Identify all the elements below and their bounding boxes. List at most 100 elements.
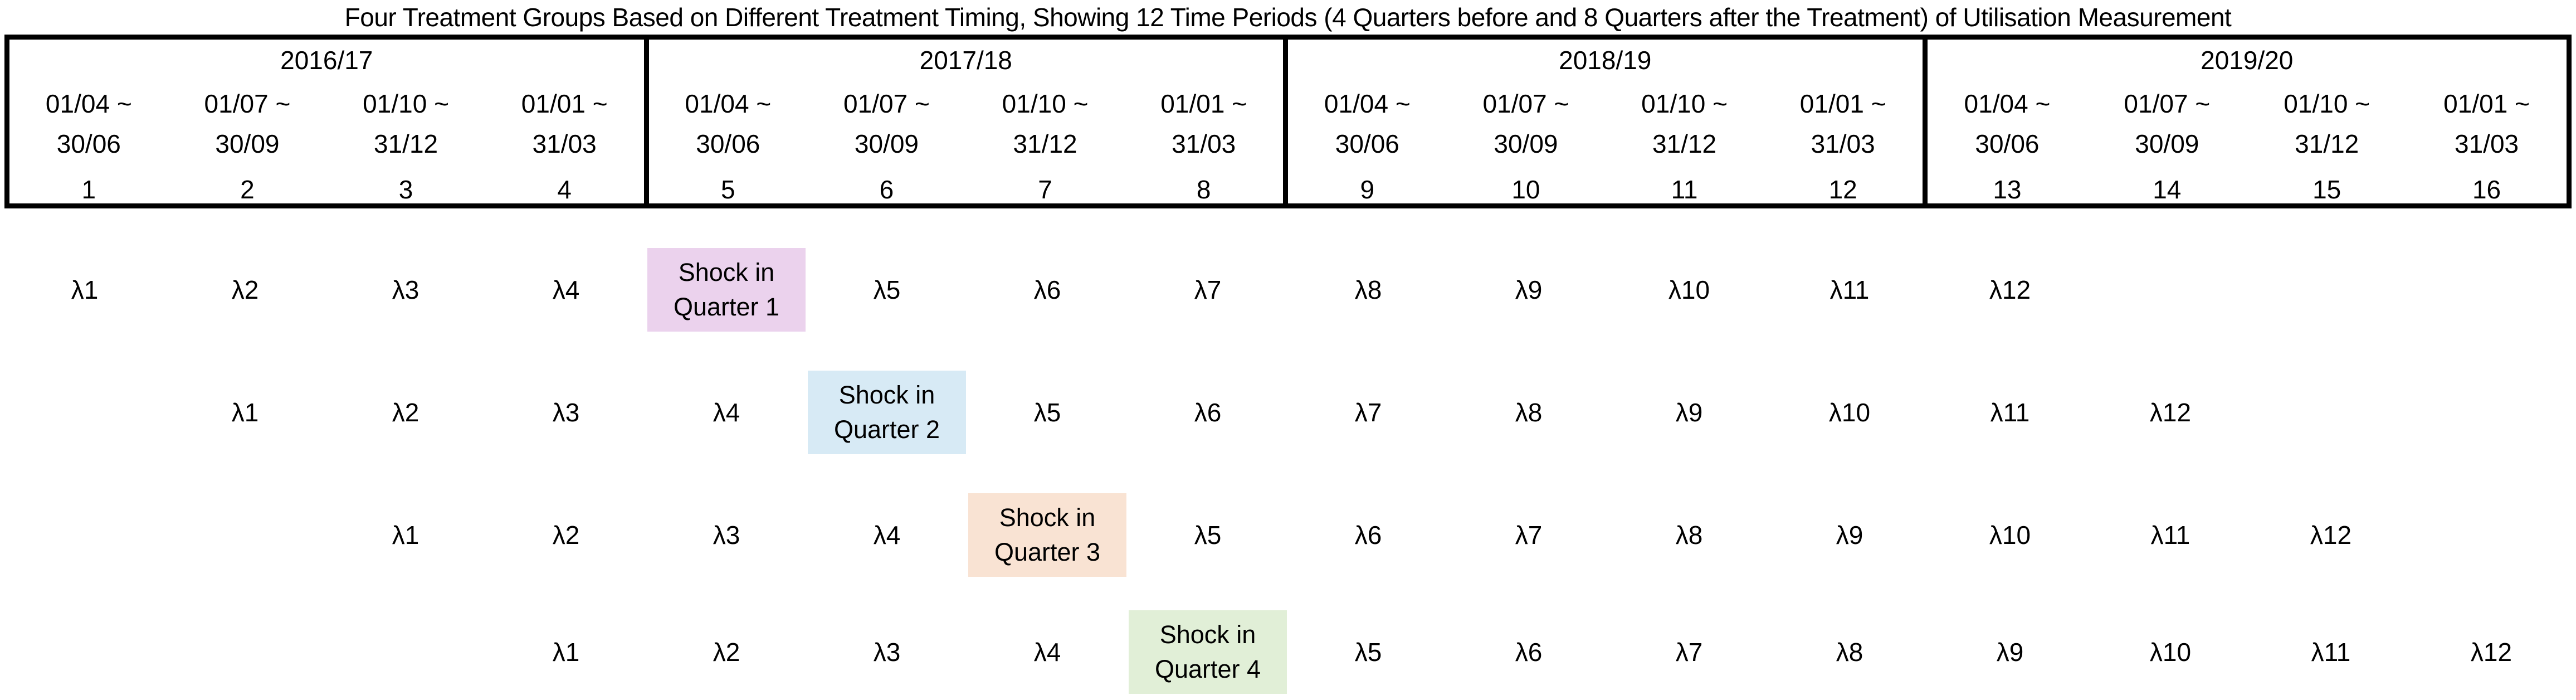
lambda-label: λ7 <box>1354 398 1382 427</box>
lambda-label: λ9 <box>1996 638 2024 667</box>
quarter-cells: 01/04 ~30/06 1 01/07 ~30/09 2 01/10 ~31/12 3 0… <box>9 74 644 203</box>
lambda-label: λ8 <box>1675 521 1703 550</box>
quarter-end-date: 31/03 <box>2455 129 2519 158</box>
quarter-end-date: 31/12 <box>1652 129 1717 158</box>
lambda-label: λ10 <box>1828 398 1871 427</box>
quarter-cell-11: 01/10 ~ 31/12 11 <box>1605 74 1764 203</box>
lambda-label: λ10 <box>1668 275 1710 304</box>
quarter-number: 5 <box>721 175 735 204</box>
shock-box-text: Shock in <box>1159 620 1256 649</box>
quarter-end-date: 30/09 <box>2135 129 2199 158</box>
quarter-cell-16: 01/01 ~ 31/03 16 <box>2407 74 2567 203</box>
lambda-label: λ3 <box>392 275 419 304</box>
lambda-label: λ6 <box>1033 275 1061 304</box>
lambda-label: λ9 <box>1836 521 1863 550</box>
quarter-end-date: 30/09 <box>854 129 919 158</box>
quarter-cell-15: 01/10 ~ 31/12 15 <box>2247 74 2407 203</box>
quarter-cell-2: 01/07 ~ 30/09 2 <box>168 74 327 203</box>
lambda-label: λ4 <box>1033 638 1061 667</box>
quarter-start-date: 01/07 ~ <box>204 89 291 118</box>
year-group-2019-20: 2019/20 01/04 ~ 30/06 13 01/07 ~ 30/09 14 01/10… <box>1928 40 2567 203</box>
group-4-row: λ1 λ2 λ3 λ4 Shock in Quarter 4 λ5 λ6 λ7 λ8 λ9 λ10 λ1… <box>4 596 2572 700</box>
quarter-start-date: 01/04 ~ <box>45 89 132 118</box>
quarter-number: 7 <box>1038 175 1052 204</box>
group-3-row: λ1 λ2 λ3 λ4 Shock in Quarter 3 λ5 λ6 λ7 λ8 λ9 λ10 λ1… <box>4 474 2572 596</box>
lambda-label: λ4 <box>552 275 580 304</box>
lambda-label: λ12 <box>1989 275 2031 304</box>
quarter-number: 6 <box>879 175 894 204</box>
year-label: 2017/18 <box>919 46 1012 75</box>
quarter-start-date: 01/07 ~ <box>2124 89 2211 118</box>
quarter-end-date: 30/06 <box>696 129 760 158</box>
year-label: 2018/19 <box>1559 46 1652 75</box>
lambda-label: λ12 <box>2149 398 2192 427</box>
lambda-label: λ6 <box>1354 521 1382 550</box>
group-4-shock-box: Shock in Quarter 4 <box>1129 610 1287 694</box>
quarter-number: 16 <box>2472 175 2501 204</box>
quarter-start-date: 01/10 ~ <box>1002 89 1089 118</box>
group-1-row: λ1 λ2 λ3 λ4 Shock in Quarter 1 λ5 λ6 λ7 λ8 λ9 λ10 λ1… <box>4 229 2572 351</box>
group-2-shock-box: Shock in Quarter 2 <box>808 371 966 454</box>
timeline-header-table: 2016/17 01/04 ~ 30/06 1 01/07 ~ 30/09 2 01/10 ~… <box>4 35 2572 208</box>
lambda-label: λ8 <box>1515 398 1543 427</box>
lambda-label: λ11 <box>2311 638 2351 667</box>
quarter-cell-7: 01/10 ~ 31/12 7 <box>966 74 1125 203</box>
quarter-end-date: 31/12 <box>374 129 438 158</box>
lambda-label: λ11 <box>1990 398 2030 427</box>
lambda-label: λ7 <box>1515 521 1543 550</box>
quarter-end-date: 31/03 <box>1172 129 1236 158</box>
shock-box-text: Quarter 1 <box>673 293 780 321</box>
lambda-label: λ3 <box>552 398 580 427</box>
lambda-label: λ12 <box>2310 521 2352 550</box>
quarter-start-date: 01/01 ~ <box>521 89 608 118</box>
quarter-number: 8 <box>1196 175 1211 204</box>
group-1-shock-cell: Shock in Quarter 1 <box>646 248 807 332</box>
quarter-cell-13: 01/04 ~ 30/06 13 <box>1928 74 2087 203</box>
quarter-cells: 01/04 ~ 30/06 13 01/07 ~ 30/09 14 01/10 ~ 31/12… <box>1928 74 2567 203</box>
quarter-cell-3: 01/10 ~ 31/12 3 <box>326 74 485 203</box>
shock-box-text: Shock in <box>678 258 775 286</box>
quarter-end-date: 30/06 <box>1335 129 1399 158</box>
quarter-start-date: 01/07 ~ <box>1482 89 1569 118</box>
year-group-2018-19: 2018/19 01/04 ~ 30/06 9 01/07 ~ 30/09 10 01/10 … <box>1288 40 1928 203</box>
quarter-end-date: 31/12 <box>1013 129 1077 158</box>
shock-box-text: Shock in <box>999 503 1096 532</box>
quarter-number: 12 <box>1828 175 1857 204</box>
shock-box-text: Quarter 2 <box>833 415 940 444</box>
quarter-cell-6: 01/07 ~ 30/09 6 <box>807 74 966 203</box>
lambda-label: λ1 <box>231 398 259 427</box>
lambda-label: λ7 <box>1194 275 1222 304</box>
quarter-number: 1 <box>81 175 96 204</box>
figure-title: Four Treatment Groups Based on Different… <box>344 3 2232 32</box>
quarter-start-date: 01/04 ~ <box>1324 89 1411 118</box>
quarter-cell-1: 01/04 ~ 30/06 1 <box>9 74 168 203</box>
lambda-label: λ12 <box>2470 638 2512 667</box>
quarter-number: 9 <box>1360 175 1375 204</box>
lambda-label: λ11 <box>1829 275 1870 304</box>
group-3-shock-box: Shock in Quarter 3 <box>968 493 1126 577</box>
quarter-start-date: 01/01 ~ <box>2443 89 2530 118</box>
lambda-label: λ5 <box>1033 398 1061 427</box>
quarter-end-date: 31/12 <box>2295 129 2359 158</box>
quarter-cell-9: 01/04 ~ 30/06 9 <box>1288 74 1447 203</box>
lambda-label: λ7 <box>1675 638 1703 667</box>
lambda-label: λ4 <box>873 521 901 550</box>
lambda-label: λ1 <box>71 275 99 304</box>
lambda-label: λ5 <box>873 275 901 304</box>
group-2-shock-cell: Shock in Quarter 2 <box>807 371 967 454</box>
lambda-label: λ1 <box>552 638 580 667</box>
quarter-end-date: 30/09 <box>215 129 280 158</box>
year-label: 2016/17 <box>280 46 373 75</box>
quarter-cell-10: 01/07 ~ 30/09 10 <box>1447 74 1606 203</box>
lambda-label: λ8 <box>1836 638 1863 667</box>
lambda-label: λ1 <box>392 521 419 550</box>
shock-box-text: Quarter 3 <box>994 538 1101 566</box>
lambda-label: λ2 <box>231 275 259 304</box>
lambda-label: λ10 <box>1989 521 2031 550</box>
group-3-shock-cell: Shock in Quarter 3 <box>967 493 1128 577</box>
quarter-cell-14: 01/07 ~ 30/09 14 <box>2087 74 2247 203</box>
quarter-start-date: 01/01 ~ <box>1799 89 1886 118</box>
quarter-number: 10 <box>1511 175 1540 204</box>
quarter-start-date: 01/07 ~ <box>843 89 930 118</box>
